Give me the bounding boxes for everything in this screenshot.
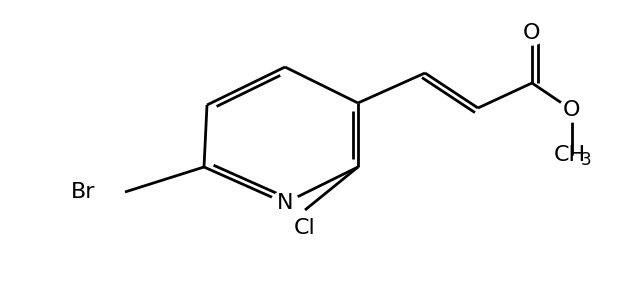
Text: Br: Br [70, 182, 95, 202]
Text: O: O [524, 23, 541, 43]
Ellipse shape [559, 98, 585, 122]
Text: CH: CH [554, 145, 586, 165]
Text: O: O [563, 100, 580, 120]
Text: 3: 3 [580, 151, 591, 169]
Ellipse shape [519, 21, 545, 45]
Ellipse shape [271, 191, 299, 215]
Text: N: N [276, 193, 293, 213]
Text: Cl: Cl [294, 218, 316, 238]
